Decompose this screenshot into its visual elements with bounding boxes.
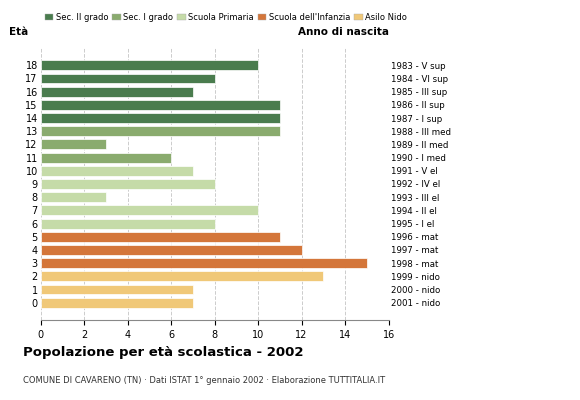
Bar <box>41 74 215 84</box>
Legend: Sec. II grado, Sec. I grado, Scuola Primaria, Scuola dell'Infanzia, Asilo Nido: Sec. II grado, Sec. I grado, Scuola Prim… <box>45 13 407 22</box>
Bar <box>41 153 171 162</box>
Bar <box>41 140 106 149</box>
Bar <box>41 219 215 228</box>
Bar <box>41 179 215 189</box>
Bar <box>41 258 367 268</box>
Bar <box>41 126 280 136</box>
Bar <box>41 100 280 110</box>
Text: Anno di nascita: Anno di nascita <box>298 27 389 37</box>
Bar <box>41 87 193 97</box>
Bar <box>41 232 280 242</box>
Bar <box>41 298 193 308</box>
Text: Popolazione per età scolastica - 2002: Popolazione per età scolastica - 2002 <box>23 346 304 359</box>
Bar <box>41 60 258 70</box>
Text: COMUNE DI CAVARENO (TN) · Dati ISTAT 1° gennaio 2002 · Elaborazione TUTTITALIA.I: COMUNE DI CAVARENO (TN) · Dati ISTAT 1° … <box>23 376 385 385</box>
Bar <box>41 192 106 202</box>
Text: Età: Età <box>9 27 28 37</box>
Bar <box>41 284 193 294</box>
Bar <box>41 166 193 176</box>
Bar <box>41 113 280 123</box>
Bar <box>41 271 323 281</box>
Bar <box>41 206 258 215</box>
Bar <box>41 245 302 255</box>
